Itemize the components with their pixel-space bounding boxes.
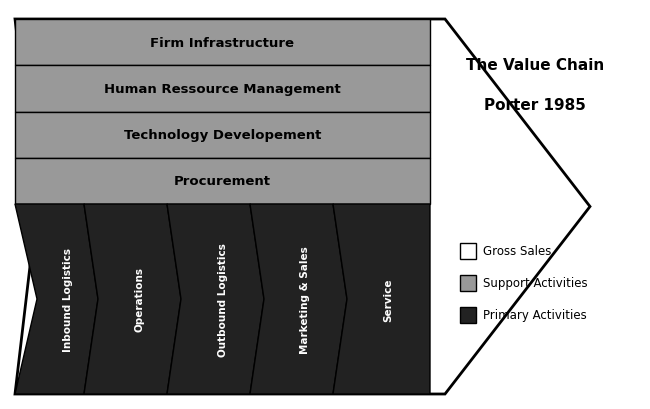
Bar xyxy=(15,20,430,66)
Bar xyxy=(15,66,430,112)
Polygon shape xyxy=(84,204,181,394)
Bar xyxy=(15,158,430,204)
Polygon shape xyxy=(15,20,590,394)
Polygon shape xyxy=(250,204,347,394)
Bar xyxy=(15,112,430,158)
Text: Outbound Logistics: Outbound Logistics xyxy=(218,243,227,356)
Text: The Value Chain: The Value Chain xyxy=(466,57,604,72)
Polygon shape xyxy=(15,204,98,394)
Text: Operations: Operations xyxy=(135,267,144,332)
Text: Inbound Logistics: Inbound Logistics xyxy=(62,247,73,351)
Bar xyxy=(460,243,476,259)
Polygon shape xyxy=(167,204,264,394)
Text: Procurement: Procurement xyxy=(174,175,271,188)
Text: Gross Sales: Gross Sales xyxy=(483,245,551,258)
Text: Porter 1985: Porter 1985 xyxy=(484,97,586,112)
Text: Support Activities: Support Activities xyxy=(483,277,588,290)
Bar xyxy=(460,307,476,323)
Text: Technology Developement: Technology Developement xyxy=(124,129,321,142)
Text: Primary Activities: Primary Activities xyxy=(483,309,587,322)
Text: Human Ressource Management: Human Ressource Management xyxy=(104,83,341,96)
Text: Marketing & Sales: Marketing & Sales xyxy=(300,245,311,353)
Bar xyxy=(460,275,476,291)
Text: Firm Infrastructure: Firm Infrastructure xyxy=(151,36,294,49)
Text: Service: Service xyxy=(384,278,393,321)
Polygon shape xyxy=(333,204,430,394)
